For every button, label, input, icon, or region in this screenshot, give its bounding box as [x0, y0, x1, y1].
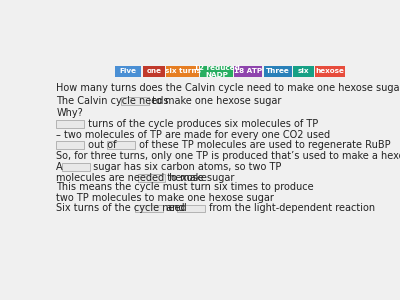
Text: This means the cycle must turn six times to produce: This means the cycle must turn six times…	[56, 182, 314, 192]
Text: from the light-dependent reaction: from the light-dependent reaction	[206, 203, 375, 214]
Text: Why?: Why?	[56, 108, 83, 118]
Text: A: A	[56, 162, 66, 172]
FancyBboxPatch shape	[56, 120, 84, 127]
FancyBboxPatch shape	[166, 66, 199, 77]
FancyBboxPatch shape	[200, 66, 233, 77]
FancyBboxPatch shape	[178, 205, 205, 212]
FancyBboxPatch shape	[121, 97, 149, 104]
FancyBboxPatch shape	[315, 66, 344, 77]
Text: So, for three turns, only one TP is produced that’s used to make a hexose sugar: So, for three turns, only one TP is prod…	[56, 151, 400, 161]
Text: to make one hexose sugar: to make one hexose sugar	[150, 96, 282, 106]
Text: Three: Three	[266, 68, 290, 74]
Text: 18 ATP: 18 ATP	[234, 68, 262, 74]
FancyBboxPatch shape	[293, 66, 314, 77]
Text: How many turns does the Calvin cycle need to make one hexose sugar?: How many turns does the Calvin cycle nee…	[56, 83, 400, 93]
FancyBboxPatch shape	[107, 142, 135, 149]
Text: of these TP molecules are used to regenerate RuBP: of these TP molecules are used to regene…	[136, 140, 391, 150]
Text: six turns: six turns	[164, 68, 200, 74]
FancyBboxPatch shape	[138, 174, 166, 182]
Text: six: six	[298, 68, 309, 74]
Text: one: one	[146, 68, 161, 74]
Text: two TP molecules to make one hexose sugar: two TP molecules to make one hexose suga…	[56, 193, 274, 203]
Text: sugar has six carbon atoms, so two TP: sugar has six carbon atoms, so two TP	[90, 162, 282, 172]
FancyBboxPatch shape	[115, 66, 142, 77]
FancyBboxPatch shape	[143, 66, 165, 77]
Text: – two molecules of TP are made for every one CO2 used: – two molecules of TP are made for every…	[56, 130, 330, 140]
Text: molecules are needed to make: molecules are needed to make	[56, 173, 210, 183]
FancyBboxPatch shape	[62, 163, 90, 171]
Text: The Calvin cycle needs: The Calvin cycle needs	[56, 96, 172, 106]
Text: and: and	[164, 203, 188, 214]
FancyBboxPatch shape	[56, 142, 84, 149]
FancyBboxPatch shape	[264, 66, 292, 77]
Text: Six turns of the cycle need: Six turns of the cycle need	[56, 203, 190, 214]
Text: hexose: hexose	[315, 68, 344, 74]
FancyBboxPatch shape	[135, 205, 163, 212]
Text: 12 reduced
NADP: 12 reduced NADP	[194, 65, 240, 78]
Text: hexose sugar: hexose sugar	[166, 173, 235, 183]
FancyBboxPatch shape	[234, 66, 262, 77]
Text: turns of the cycle produces six molecules of TP: turns of the cycle produces six molecule…	[85, 119, 318, 129]
Text: out of: out of	[85, 140, 120, 150]
Text: Five: Five	[120, 68, 137, 74]
